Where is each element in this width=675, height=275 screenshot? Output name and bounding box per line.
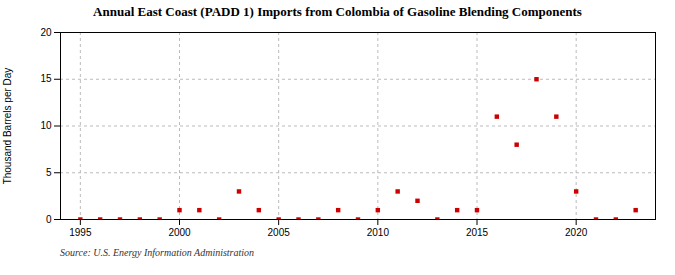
svg-text:2010: 2010 <box>367 227 390 238</box>
svg-text:2015: 2015 <box>466 227 489 238</box>
svg-text:15: 15 <box>40 73 52 84</box>
svg-text:0: 0 <box>46 214 52 225</box>
svg-text:Thousand Barrels per Day: Thousand Barrels per Day <box>2 68 13 185</box>
svg-text:2020: 2020 <box>565 227 588 238</box>
svg-text:10: 10 <box>40 120 52 131</box>
svg-text:20: 20 <box>40 27 52 38</box>
html-text:Annual East Coast (PADD 1) Imp: Annual East Coast (PADD 1) Imports from … <box>93 4 582 19</box>
svg-text:1995: 1995 <box>69 227 92 238</box>
svg-text:2005: 2005 <box>268 227 291 238</box>
html-text:Source: U.S. Energy Informatio: Source: U.S. Energy Information Administ… <box>60 247 255 258</box>
svg-text:2000: 2000 <box>168 227 191 238</box>
svg-text:5: 5 <box>46 167 52 178</box>
